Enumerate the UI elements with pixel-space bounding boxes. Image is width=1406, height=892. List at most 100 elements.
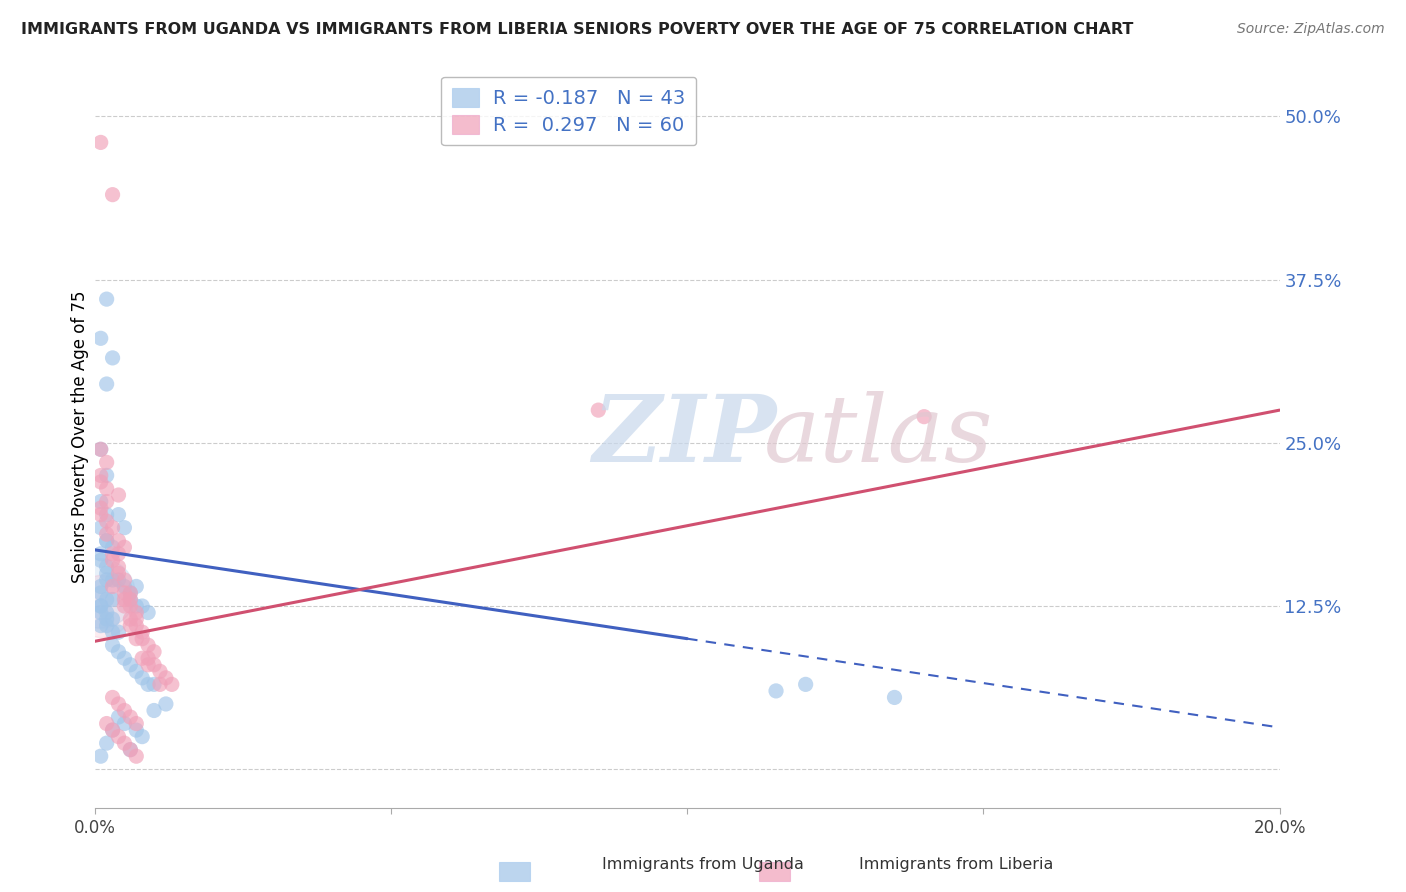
Point xyxy=(125,579,148,593)
Point xyxy=(101,187,124,202)
Point xyxy=(131,632,153,646)
Point xyxy=(90,606,112,620)
Point xyxy=(125,749,148,764)
Point xyxy=(120,586,142,600)
Point xyxy=(107,547,129,561)
Point xyxy=(125,606,148,620)
Text: Immigrants from Liberia: Immigrants from Liberia xyxy=(859,857,1053,872)
Point xyxy=(96,573,118,587)
Point xyxy=(912,409,935,424)
Point xyxy=(136,677,159,691)
Point xyxy=(96,455,118,469)
Point xyxy=(107,645,129,659)
Point xyxy=(96,494,118,508)
Point xyxy=(96,559,118,574)
Point xyxy=(96,566,118,581)
Point xyxy=(96,514,118,528)
Point xyxy=(89,586,111,600)
Point xyxy=(90,586,112,600)
Point xyxy=(112,716,135,731)
Point xyxy=(107,566,129,581)
Point xyxy=(794,677,817,691)
Point xyxy=(143,677,166,691)
Point xyxy=(101,638,124,652)
Y-axis label: Seniors Poverty Over the Age of 75: Seniors Poverty Over the Age of 75 xyxy=(72,290,89,582)
Text: Immigrants from Uganda: Immigrants from Uganda xyxy=(602,857,804,872)
Point xyxy=(90,442,112,457)
Point xyxy=(120,742,142,756)
Point xyxy=(107,573,129,587)
Point xyxy=(107,559,129,574)
Point xyxy=(125,716,148,731)
Point xyxy=(101,573,124,587)
Point xyxy=(90,599,112,613)
Point xyxy=(112,599,135,613)
Point xyxy=(149,677,172,691)
Point xyxy=(90,599,112,613)
Text: IMMIGRANTS FROM UGANDA VS IMMIGRANTS FROM LIBERIA SENIORS POVERTY OVER THE AGE O: IMMIGRANTS FROM UGANDA VS IMMIGRANTS FRO… xyxy=(21,22,1133,37)
Point xyxy=(96,533,118,548)
Point xyxy=(96,592,118,607)
Legend: R = -0.187   N = 43, R =  0.297   N = 60: R = -0.187 N = 43, R = 0.297 N = 60 xyxy=(441,77,696,145)
Point xyxy=(160,677,183,691)
Point xyxy=(96,468,118,483)
Point xyxy=(90,521,112,535)
Point xyxy=(96,618,118,632)
Point xyxy=(120,592,142,607)
Text: ZIP: ZIP xyxy=(592,392,776,482)
Point xyxy=(107,488,129,502)
Point xyxy=(136,606,159,620)
Point xyxy=(143,645,166,659)
Point xyxy=(101,625,124,640)
Point xyxy=(90,749,112,764)
Text: Source: ZipAtlas.com: Source: ZipAtlas.com xyxy=(1237,22,1385,37)
Point xyxy=(90,331,112,345)
Point xyxy=(90,599,112,613)
Point xyxy=(112,592,135,607)
Point xyxy=(112,651,135,665)
Point xyxy=(125,612,148,626)
Point xyxy=(90,475,112,489)
Point xyxy=(90,579,112,593)
Point xyxy=(96,292,118,306)
Point xyxy=(155,697,177,711)
Point xyxy=(125,599,148,613)
Point xyxy=(96,482,118,496)
Point xyxy=(149,665,172,679)
Point xyxy=(90,136,112,150)
Point xyxy=(96,612,118,626)
Point xyxy=(883,690,905,705)
Point xyxy=(112,573,135,587)
Point xyxy=(112,521,135,535)
Point xyxy=(125,723,148,737)
Text: atlas: atlas xyxy=(765,392,994,482)
Point xyxy=(90,468,112,483)
Point xyxy=(120,657,142,672)
Point xyxy=(101,723,124,737)
Point xyxy=(112,586,135,600)
Point xyxy=(112,579,135,593)
Point xyxy=(120,710,142,724)
Point xyxy=(107,533,129,548)
Point xyxy=(131,625,153,640)
Point xyxy=(155,671,177,685)
Point xyxy=(120,592,142,607)
Point xyxy=(96,508,118,522)
Point xyxy=(101,547,124,561)
Point xyxy=(107,697,129,711)
Point xyxy=(90,442,112,457)
Point xyxy=(90,501,112,516)
Point xyxy=(120,618,142,632)
Point xyxy=(96,377,118,392)
Point xyxy=(143,704,166,718)
Point xyxy=(96,716,118,731)
Point xyxy=(101,541,124,555)
Point xyxy=(107,508,129,522)
Point xyxy=(131,651,153,665)
Point xyxy=(90,494,112,508)
Point xyxy=(90,547,112,561)
Point xyxy=(125,632,148,646)
Point xyxy=(90,553,112,567)
Point xyxy=(96,533,118,548)
Point xyxy=(131,671,153,685)
